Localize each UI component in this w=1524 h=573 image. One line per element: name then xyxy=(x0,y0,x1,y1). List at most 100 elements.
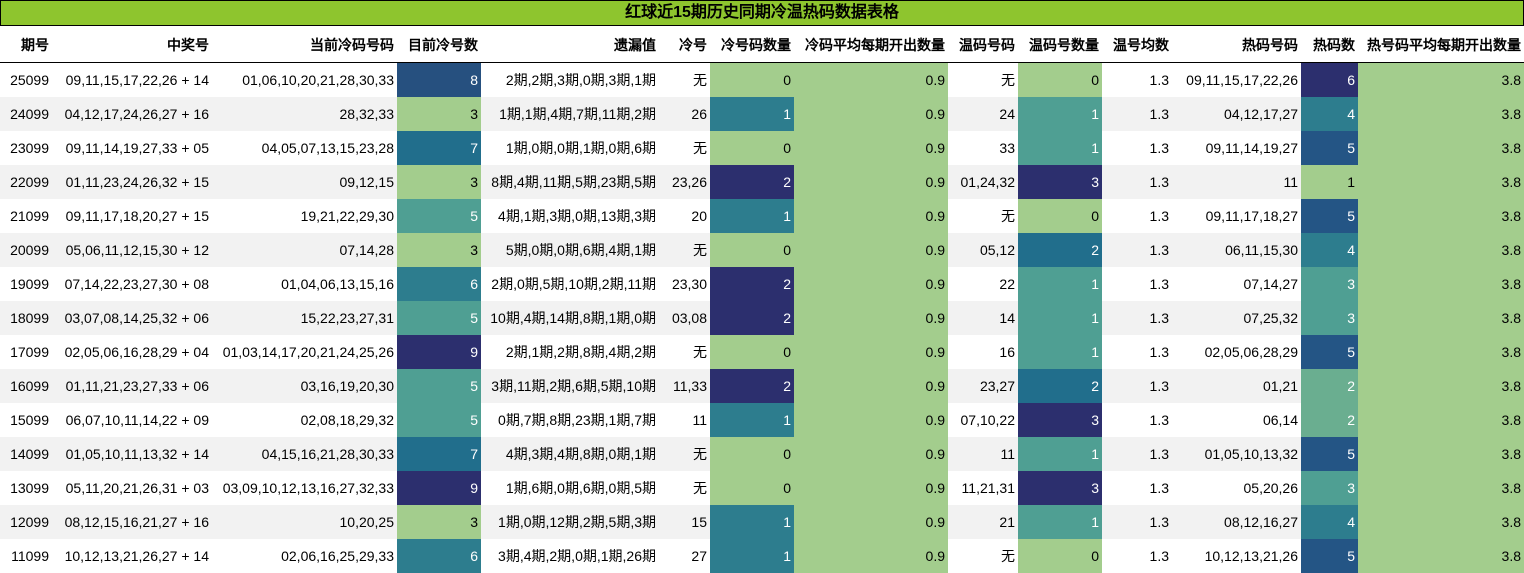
hot-numbers-cell: 01,21 xyxy=(1172,369,1301,403)
warm-qty-cell: 1 xyxy=(1018,131,1102,165)
cold-cell: 26 xyxy=(659,97,710,131)
cold-avg-cell: 0.9 xyxy=(794,233,948,267)
hot-numbers-cell: 04,12,17,27 xyxy=(1172,97,1301,131)
hot-numbers-cell: 09,11,14,19,27 xyxy=(1172,131,1301,165)
warm-qty-cell: 1 xyxy=(1018,267,1102,301)
column-header: 当前冷码号码 xyxy=(212,28,397,63)
winning-numbers-cell: 05,11,20,21,26,31 + 03 xyxy=(52,471,212,505)
cold-numbers-cell: 02,08,18,29,32 xyxy=(212,403,397,437)
cold-numbers-cell: 01,06,10,20,21,28,30,33 xyxy=(212,62,397,97)
winning-numbers-cell: 09,11,15,17,22,26 + 14 xyxy=(52,62,212,97)
column-header: 温号均数 xyxy=(1102,28,1172,63)
cold-numbers-cell: 19,21,22,29,30 xyxy=(212,199,397,233)
warm-avg-cell: 1.3 xyxy=(1102,267,1172,301)
warm-qty-cell: 1 xyxy=(1018,505,1102,539)
warm-numbers-cell: 无 xyxy=(948,62,1018,97)
omission-cell: 1期,0期,12期,2期,5期,3期 xyxy=(481,505,659,539)
period-cell: 15099 xyxy=(0,403,52,437)
hot-numbers-cell: 09,11,17,18,27 xyxy=(1172,199,1301,233)
cold-qty-cell: 2 xyxy=(710,267,794,301)
cold-qty-cell: 2 xyxy=(710,165,794,199)
cold-count-cell: 5 xyxy=(397,369,481,403)
table-row: 25099 09,11,15,17,22,26 + 14 01,06,10,20,2… xyxy=(0,62,1524,97)
cold-count-cell: 6 xyxy=(397,267,481,301)
cold-numbers-cell: 15,22,23,27,31 xyxy=(212,301,397,335)
hot-qty-cell: 3 xyxy=(1301,471,1358,505)
hot-numbers-cell: 07,25,32 xyxy=(1172,301,1301,335)
warm-avg-cell: 1.3 xyxy=(1102,437,1172,471)
omission-cell: 2期,2期,3期,0期,3期,1期 xyxy=(481,62,659,97)
warm-qty-cell: 0 xyxy=(1018,62,1102,97)
hot-qty-cell: 6 xyxy=(1301,62,1358,97)
table-row: 18099 03,07,08,14,25,32 + 06 15,22,23,27,3… xyxy=(0,301,1524,335)
hot-qty-cell: 4 xyxy=(1301,233,1358,267)
cold-count-cell: 7 xyxy=(397,437,481,471)
cold-count-cell: 3 xyxy=(397,505,481,539)
cold-qty-cell: 0 xyxy=(710,437,794,471)
column-header: 遗漏值 xyxy=(481,28,659,63)
warm-avg-cell: 1.3 xyxy=(1102,403,1172,437)
table-row: 14099 01,05,10,11,13,32 + 14 04,15,16,21,2… xyxy=(0,437,1524,471)
table-title: 红球近15期历史同期冷温热码数据表格 xyxy=(0,0,1524,26)
warm-avg-cell: 1.3 xyxy=(1102,301,1172,335)
cold-qty-cell: 0 xyxy=(710,471,794,505)
hot-numbers-cell: 06,14 xyxy=(1172,403,1301,437)
omission-cell: 3期,11期,2期,6期,5期,10期 xyxy=(481,369,659,403)
period-cell: 21099 xyxy=(0,199,52,233)
cold-numbers-cell: 01,04,06,13,15,16 xyxy=(212,267,397,301)
warm-qty-cell: 3 xyxy=(1018,471,1102,505)
cold-avg-cell: 0.9 xyxy=(794,403,948,437)
hot-qty-cell: 5 xyxy=(1301,335,1358,369)
winning-numbers-cell: 05,06,11,12,15,30 + 12 xyxy=(52,233,212,267)
period-cell: 12099 xyxy=(0,505,52,539)
warm-numbers-cell: 07,10,22 xyxy=(948,403,1018,437)
omission-cell: 4期,3期,4期,8期,0期,1期 xyxy=(481,437,659,471)
hot-avg-cell: 3.8 xyxy=(1358,165,1524,199)
hot-qty-cell: 2 xyxy=(1301,403,1358,437)
omission-cell: 4期,1期,3期,0期,13期,3期 xyxy=(481,199,659,233)
winning-numbers-cell: 07,14,22,23,27,30 + 08 xyxy=(52,267,212,301)
cold-cell: 无 xyxy=(659,437,710,471)
cold-numbers-cell: 07,14,28 xyxy=(212,233,397,267)
header-row: 期号 中奖号 当前冷码号码 目前冷号数 遗漏值 冷号 冷号码数量 冷码平均每期开出数量 温码号码… xyxy=(0,28,1524,63)
cold-qty-cell: 0 xyxy=(710,131,794,165)
table-row: 11099 10,12,13,21,26,27 + 14 02,06,16,25,2… xyxy=(0,539,1524,573)
warm-numbers-cell: 05,12 xyxy=(948,233,1018,267)
period-cell: 20099 xyxy=(0,233,52,267)
cold-avg-cell: 0.9 xyxy=(794,199,948,233)
table-row: 21099 09,11,17,18,20,27 + 15 19,21,22,29,3… xyxy=(0,199,1524,233)
winning-numbers-cell: 02,05,06,16,28,29 + 04 xyxy=(52,335,212,369)
cold-avg-cell: 0.9 xyxy=(794,335,948,369)
cold-numbers-cell: 01,03,14,17,20,21,24,25,26 xyxy=(212,335,397,369)
hot-qty-cell: 5 xyxy=(1301,131,1358,165)
warm-numbers-cell: 33 xyxy=(948,131,1018,165)
column-header: 目前冷号数 xyxy=(397,28,481,63)
warm-numbers-cell: 16 xyxy=(948,335,1018,369)
warm-qty-cell: 0 xyxy=(1018,539,1102,573)
cold-numbers-cell: 09,12,15 xyxy=(212,165,397,199)
omission-cell: 5期,0期,0期,6期,4期,1期 xyxy=(481,233,659,267)
table-row: 13099 05,11,20,21,26,31 + 03 03,09,10,12,1… xyxy=(0,471,1524,505)
period-cell: 18099 xyxy=(0,301,52,335)
cold-avg-cell: 0.9 xyxy=(794,471,948,505)
warm-numbers-cell: 无 xyxy=(948,539,1018,573)
warm-avg-cell: 1.3 xyxy=(1102,539,1172,573)
winning-numbers-cell: 08,12,15,16,21,27 + 16 xyxy=(52,505,212,539)
cold-avg-cell: 0.9 xyxy=(794,301,948,335)
warm-numbers-cell: 23,27 xyxy=(948,369,1018,403)
warm-numbers-cell: 21 xyxy=(948,505,1018,539)
cold-qty-cell: 0 xyxy=(710,233,794,267)
table-row: 17099 02,05,06,16,28,29 + 04 01,03,14,17,2… xyxy=(0,335,1524,369)
cold-cell: 23,26 xyxy=(659,165,710,199)
cold-avg-cell: 0.9 xyxy=(794,97,948,131)
hot-avg-cell: 3.8 xyxy=(1358,505,1524,539)
hot-avg-cell: 3.8 xyxy=(1358,437,1524,471)
hot-numbers-cell: 07,14,27 xyxy=(1172,267,1301,301)
cold-count-cell: 5 xyxy=(397,199,481,233)
period-cell: 14099 xyxy=(0,437,52,471)
warm-qty-cell: 3 xyxy=(1018,403,1102,437)
warm-avg-cell: 1.3 xyxy=(1102,505,1172,539)
table-row: 24099 04,12,17,24,26,27 + 16 28,32,33 3 1期,1… xyxy=(0,97,1524,131)
hot-avg-cell: 3.8 xyxy=(1358,199,1524,233)
warm-avg-cell: 1.3 xyxy=(1102,471,1172,505)
